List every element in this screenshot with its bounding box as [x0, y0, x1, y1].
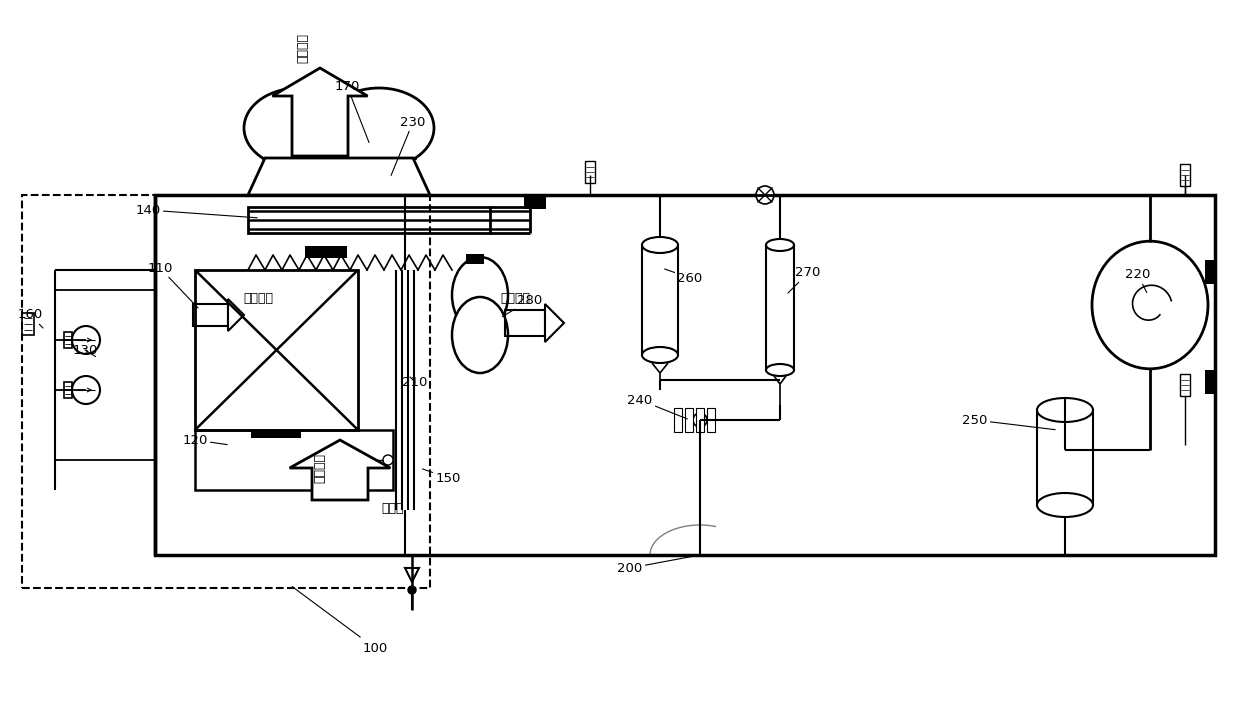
Text: 150: 150	[423, 469, 461, 484]
Circle shape	[756, 186, 774, 204]
Text: 100: 100	[293, 587, 388, 654]
Circle shape	[408, 586, 415, 594]
Text: 140: 140	[135, 204, 257, 218]
Bar	[64, 382, 72, 398]
Text: 室内送风: 室内送风	[500, 291, 529, 305]
Bar	[195, 270, 358, 430]
Bar	[707, 408, 715, 432]
Bar	[684, 408, 693, 432]
Ellipse shape	[1037, 493, 1092, 517]
Bar	[305, 246, 347, 258]
Text: 室内回风: 室内回风	[243, 291, 273, 305]
Bar	[684, 408, 693, 432]
Ellipse shape	[453, 297, 508, 373]
Ellipse shape	[453, 257, 508, 333]
Bar	[22, 313, 33, 335]
Bar	[766, 245, 794, 370]
Bar	[64, 332, 72, 348]
Circle shape	[383, 455, 393, 465]
Polygon shape	[290, 440, 391, 500]
Bar	[585, 161, 595, 183]
Polygon shape	[273, 68, 367, 156]
Text: 210: 210	[402, 376, 428, 388]
Bar	[696, 408, 704, 432]
Circle shape	[693, 413, 707, 427]
Ellipse shape	[244, 88, 353, 168]
Text: 进水口: 进水口	[382, 501, 404, 515]
Text: 室外进风: 室外进风	[314, 453, 326, 483]
Text: 室外出风: 室外出风	[296, 33, 310, 63]
Text: 160: 160	[17, 308, 43, 328]
Text: 270: 270	[787, 267, 821, 293]
Circle shape	[72, 376, 100, 404]
Bar	[1205, 370, 1216, 394]
Bar	[1180, 164, 1190, 186]
Bar	[248, 207, 490, 233]
Text: 250: 250	[962, 413, 1055, 430]
Ellipse shape	[1037, 398, 1092, 422]
Circle shape	[72, 326, 100, 354]
Bar	[525, 195, 546, 209]
Bar	[193, 304, 228, 326]
Bar	[696, 408, 704, 432]
Polygon shape	[405, 568, 419, 582]
Bar	[195, 430, 393, 490]
Bar	[1180, 374, 1190, 396]
Bar	[22, 195, 430, 588]
Ellipse shape	[642, 237, 678, 253]
Ellipse shape	[324, 88, 434, 168]
Text: 260: 260	[665, 269, 703, 284]
Text: 240: 240	[627, 394, 687, 419]
Bar	[675, 408, 682, 432]
Text: 200: 200	[618, 555, 697, 574]
Text: 280: 280	[502, 293, 543, 317]
Text: 120: 120	[182, 434, 227, 446]
Text: 230: 230	[391, 116, 425, 176]
Ellipse shape	[766, 239, 794, 251]
Bar	[1205, 260, 1216, 284]
Bar	[250, 430, 301, 438]
Bar	[675, 408, 682, 432]
Bar	[155, 195, 1215, 555]
Text: 220: 220	[1126, 268, 1151, 293]
Polygon shape	[546, 304, 564, 342]
Text: 110: 110	[148, 262, 198, 308]
Text: 170: 170	[335, 79, 370, 143]
Ellipse shape	[642, 347, 678, 363]
Polygon shape	[248, 158, 430, 195]
Ellipse shape	[1092, 241, 1208, 369]
Bar	[466, 254, 484, 264]
Bar	[642, 245, 678, 355]
Bar	[505, 310, 546, 336]
Ellipse shape	[766, 364, 794, 376]
Text: 130: 130	[72, 343, 98, 357]
Bar	[1037, 410, 1092, 505]
Bar	[263, 98, 415, 158]
Polygon shape	[228, 299, 244, 331]
Bar	[707, 408, 715, 432]
